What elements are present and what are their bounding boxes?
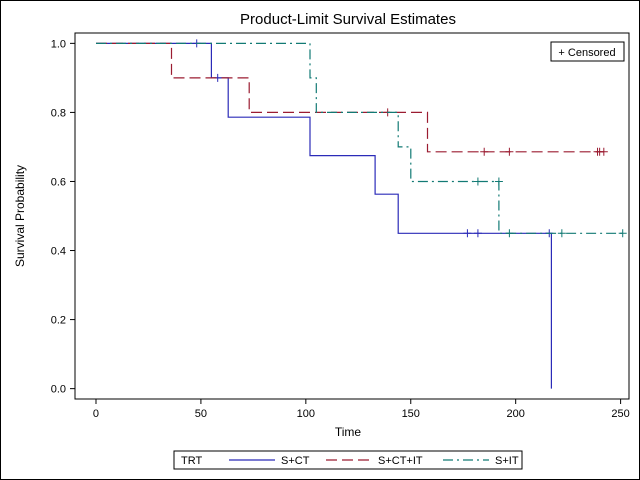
series-line-s-plus-ct: [96, 42, 552, 389]
chart-title: Product-Limit Survival Estimates: [240, 11, 456, 28]
censor-mark: [494, 177, 503, 186]
legend-entry-label: S+IT: [495, 455, 519, 467]
x-tick-label: 250: [611, 408, 629, 420]
censor-mark: [505, 229, 514, 238]
censor-mark: [463, 229, 472, 238]
plot-area-border: [74, 32, 630, 400]
series-line-s-plus-it: [96, 42, 623, 234]
x-tick-label: 0: [93, 408, 99, 420]
y-tick-label: 0.4: [51, 246, 66, 258]
bottom-legend: TRT S+CT S+CT+IT S+IT: [173, 450, 523, 470]
censor-mark: [618, 229, 627, 238]
censored-legend: + Censored: [550, 41, 625, 62]
x-tick-label: 50: [195, 408, 207, 420]
y-tick-label: 0.6: [51, 176, 66, 188]
censor-mark: [473, 177, 482, 186]
legend-entry-label: S+CT+IT: [378, 455, 423, 467]
legend-title: TRT: [181, 455, 202, 467]
censor-mark: [557, 229, 566, 238]
x-axis: 0 50 100 150 200 250: [93, 399, 630, 420]
y-axis-label: Survival Probability: [13, 165, 27, 267]
y-tick-label: 0.0: [51, 384, 66, 396]
censored-legend-box: [550, 41, 625, 62]
y-tick-label: 1.0: [51, 38, 66, 50]
x-tick-label: 100: [297, 408, 315, 420]
series-layer: [96, 39, 627, 389]
x-tick-label: 150: [402, 408, 420, 420]
series-line-s-plus-ct-plus-it: [96, 42, 604, 153]
censor-mark: [473, 229, 482, 238]
y-axis: 0.0 0.2 0.4 0.6 0.8 1.0: [51, 38, 75, 396]
x-axis-label: Time: [335, 425, 362, 439]
y-tick-label: 0.2: [51, 315, 66, 327]
censor-mark: [505, 147, 514, 156]
legend-entry-label: S+CT: [281, 455, 310, 467]
x-tick-label: 200: [507, 408, 525, 420]
censor-mark: [599, 147, 608, 156]
censor-mark: [480, 147, 489, 156]
y-tick-label: 0.8: [51, 107, 66, 119]
censored-legend-label: + Censored: [558, 47, 615, 59]
